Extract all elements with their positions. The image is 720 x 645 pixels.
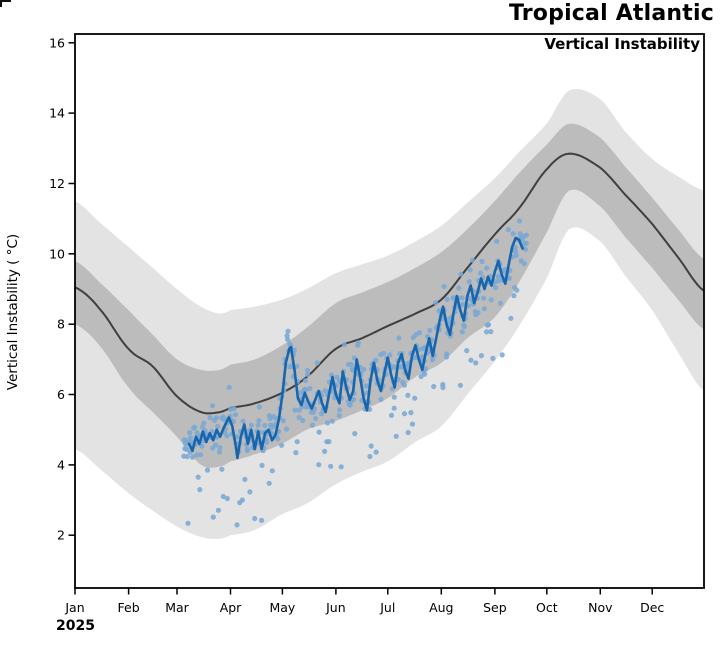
y-tick-label: 16 [49,35,65,50]
frame-fragment [0,0,11,2]
plot-border [74,33,705,589]
y-tick-label: 4 [57,457,65,472]
x-tick-label: Oct [536,600,558,615]
x-tick-label: May [269,600,295,615]
y-tick-label: 6 [57,387,65,402]
y-tick-label: 10 [49,246,65,261]
x-tick-label: Sep [483,600,507,615]
x-tick-label: Feb [118,600,140,615]
x-tick-label: Nov [588,600,613,615]
frame-fragment [0,0,2,7]
x-tick-label: Mar [165,600,189,615]
y-axis-labels: 2 4 6 8 10 12 14 16 [49,35,65,542]
y-tick-label: 14 [49,106,65,121]
x-tick-label: Dec [640,600,664,615]
y-axis-ticks [68,42,75,536]
x-tick-label: Apr [220,600,242,615]
y-tick-label: 12 [49,176,65,191]
y-tick-label: 8 [57,317,65,332]
chart-title: Tropical Atlantic [508,1,714,26]
climatology-mean-line [74,152,705,415]
chart-subtitle: Vertical Instability [544,35,700,53]
x-tick-label: Aug [429,600,453,615]
x-tick-label: Jul [379,600,395,615]
x-tick-label: Jun [325,600,346,615]
y-tick-label: 2 [57,528,65,543]
x-axis-labels: Jan Feb Mar Apr May Jun Jul Aug Sep Oct Nov Dec [64,600,664,615]
x-axis-ticks [74,588,653,595]
year-label: 2025 [56,618,95,634]
x-tick-label: Jan [64,600,84,615]
inner-band [75,123,704,468]
obs-line [187,236,524,460]
